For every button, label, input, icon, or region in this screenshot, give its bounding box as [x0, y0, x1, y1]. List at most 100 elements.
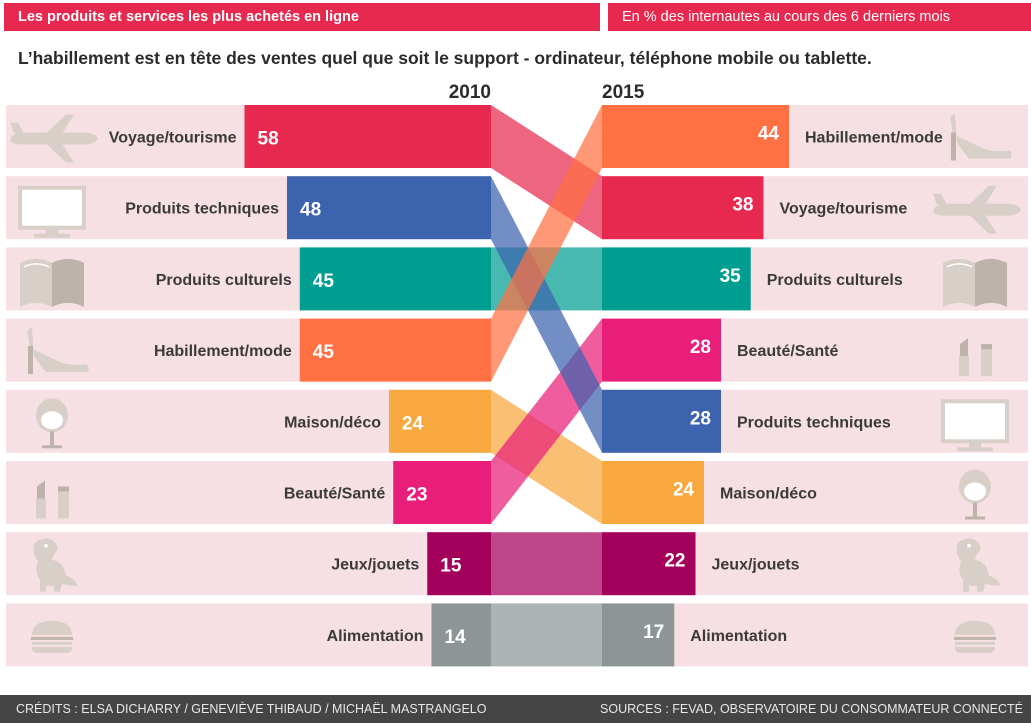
- book-left-page: [20, 258, 52, 307]
- book-right-page: [975, 258, 1007, 307]
- row-background-left-8: [6, 603, 491, 667]
- monitor-base: [957, 447, 993, 452]
- bar-2015-voyage-tourisme: [602, 176, 764, 240]
- plane-wing-bottom: [969, 214, 997, 234]
- label-2015-produits-culturels: Produits culturels: [767, 272, 903, 289]
- lipstick-cap: [58, 486, 69, 492]
- label-2010-habillement-mode: Habillement/mode: [154, 343, 292, 360]
- burger-patty: [31, 636, 73, 640]
- value-2015-voyage-tourisme: 38: [732, 195, 753, 216]
- heel-shoe-body: [950, 114, 1012, 159]
- bar-2010-produits-techniques: [287, 176, 491, 240]
- value-2010-jeux-jouets: 15: [440, 556, 462, 577]
- value-2010-maison-deco: 24: [402, 413, 424, 434]
- dinosaur-body: [33, 538, 79, 592]
- chair-foot: [965, 516, 985, 520]
- heel-spike: [951, 132, 956, 161]
- lipstick-bullet: [960, 338, 968, 357]
- label-2015-maison-deco: Maison/déco: [720, 486, 817, 503]
- bar-2010-maison-deco: [389, 389, 491, 453]
- burger-patty: [954, 636, 996, 640]
- bar-2015-beaute-sante: [602, 318, 721, 382]
- heel-spike: [28, 346, 33, 375]
- chair-foot: [42, 445, 62, 449]
- credits-text: CRÉDITS : ELSA DICHARRY / GENEVIÈVE THIB…: [16, 702, 487, 716]
- bar-2015-jeux-jouets: [602, 532, 696, 596]
- burger-icon-right: [954, 620, 996, 653]
- chair-stem: [50, 431, 54, 446]
- burger-top-bun: [32, 620, 72, 635]
- bar-2015-alimentation: [602, 603, 675, 667]
- monitor-icon-left: [18, 185, 86, 238]
- heel-shoe-body: [27, 328, 89, 373]
- lipstick-icon-left: [36, 480, 69, 519]
- chair-icon-right: [959, 469, 991, 520]
- burger-lettuce: [955, 641, 995, 645]
- lipstick-case-right: [58, 490, 69, 519]
- monitor-screen: [18, 185, 86, 230]
- burger-lettuce: [32, 641, 72, 645]
- sources-text: SOURCES : FEVAD, OBSERVATOIRE DU CONSOMM…: [600, 702, 1023, 716]
- label-2015-produits-techniques: Produits techniques: [737, 414, 891, 431]
- value-2015-beaute-sante: 28: [690, 337, 711, 358]
- label-2010-voyage-tourisme: Voyage/tourisme: [109, 130, 237, 147]
- plane-tail: [10, 122, 24, 134]
- value-2015-maison-deco: 24: [673, 480, 695, 501]
- lipstick-case-left: [959, 356, 969, 377]
- lipstick-bullet: [37, 480, 45, 499]
- bar-2010-beaute-sante: [393, 461, 491, 524]
- plane-icon-right: [933, 185, 1021, 234]
- ribbon-alimentation: [491, 603, 602, 667]
- bar-2015-habillement-mode: [602, 105, 789, 168]
- bar-2015-produits-techniques: [602, 389, 721, 453]
- book-line: [23, 263, 50, 268]
- book-left-page: [943, 258, 975, 307]
- plane-wing-top: [969, 185, 997, 205]
- value-2010-voyage-tourisme: 58: [258, 129, 279, 150]
- plane-wing-top: [46, 114, 74, 134]
- label-2010-beaute-sante: Beauté/Santé: [284, 486, 385, 503]
- year-label-left: 2010: [449, 82, 491, 103]
- ribbon-produits-techniques: [491, 176, 602, 453]
- lipstick-case-right: [981, 348, 992, 377]
- burger-icon-left: [31, 620, 73, 653]
- chair-stem: [973, 502, 977, 517]
- value-2010-produits-techniques: 48: [300, 200, 321, 221]
- bar-2015-produits-culturels: [602, 247, 751, 311]
- lipstick-cap: [981, 344, 992, 350]
- dinosaur-icon-right: [956, 538, 1001, 592]
- value-2015-produits-culturels: 35: [720, 266, 742, 287]
- chair-icon-left: [36, 398, 68, 449]
- label-2010-maison-deco: Maison/déco: [284, 414, 381, 431]
- bar-2010-produits-culturels: [299, 247, 491, 311]
- bar-2010-voyage-tourisme: [244, 105, 491, 168]
- bar-2010-habillement-mode: [299, 318, 491, 382]
- value-2010-beaute-sante: 23: [406, 485, 427, 506]
- bar-2015-maison-deco: [602, 461, 704, 524]
- book-icon-left: [20, 258, 84, 307]
- label-2015-habillement-mode: Habillement/mode: [805, 130, 943, 147]
- label-2010-produits-culturels: Produits culturels: [156, 272, 292, 289]
- label-2015-jeux-jouets: Jeux/jouets: [712, 557, 800, 574]
- value-2010-alimentation: 14: [445, 627, 467, 648]
- label-2010-alimentation: Alimentation: [327, 628, 424, 645]
- year-label-right: 2015: [602, 82, 645, 103]
- burger-bottom-bun: [32, 646, 72, 653]
- dinosaur-eye: [44, 543, 48, 548]
- value-2015-jeux-jouets: 22: [664, 551, 685, 572]
- book-icon-right: [943, 258, 1007, 307]
- burger-bottom-bun: [955, 646, 995, 653]
- value-2015-alimentation: 17: [643, 622, 664, 643]
- footer-bar: CRÉDITS : ELSA DICHARRY / GENEVIÈVE THIB…: [0, 695, 1031, 723]
- ribbon-habillement-mode: [491, 105, 602, 382]
- monitor-neck: [969, 441, 981, 448]
- label-2015-beaute-sante: Beauté/Santé: [737, 343, 838, 360]
- label-2015-voyage-tourisme: Voyage/tourisme: [780, 201, 908, 218]
- plane-fuselage: [933, 203, 1021, 216]
- chart-subtitle: L’habillement est en tête des ventes que…: [18, 48, 872, 68]
- monitor-base: [34, 233, 70, 238]
- bar-2010-alimentation: [431, 603, 491, 667]
- monitor-neck: [46, 227, 58, 234]
- lipstick-case-left: [36, 498, 46, 519]
- value-2015-habillement-mode: 44: [758, 124, 780, 145]
